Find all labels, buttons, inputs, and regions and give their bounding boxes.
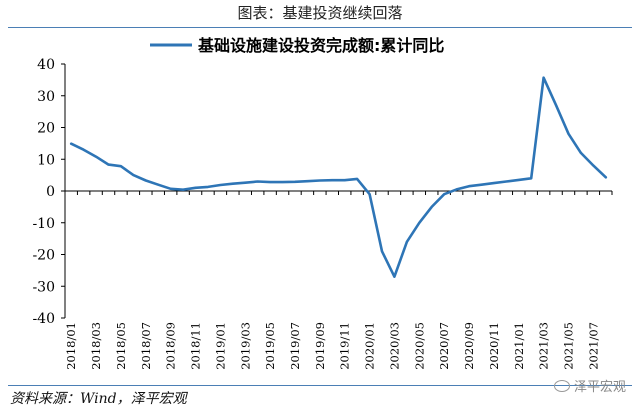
data-point bbox=[318, 179, 321, 182]
data-point bbox=[331, 179, 334, 182]
data-point bbox=[468, 185, 470, 188]
y-tick-label: -40 bbox=[32, 311, 55, 327]
x-tick-label: 2018/11 bbox=[189, 322, 203, 370]
y-tick-label: 10 bbox=[37, 152, 55, 168]
data-point bbox=[592, 164, 595, 167]
data-point bbox=[269, 181, 272, 184]
x-tick-label: 2020/05 bbox=[412, 322, 426, 370]
data-point bbox=[443, 193, 446, 196]
x-tick-label: 2018/03 bbox=[89, 322, 103, 370]
x-tick-label: 2018/05 bbox=[114, 322, 128, 370]
figure-caption: 图表：基建投资继续回落 bbox=[237, 4, 403, 22]
source-note: 资料来源：Wind，泽平宏观 bbox=[10, 391, 187, 407]
x-tick-label: 2018/01 bbox=[64, 322, 78, 370]
x-tick-label: 2019/05 bbox=[263, 322, 277, 370]
y-tick-label: -10 bbox=[32, 216, 55, 232]
data-point bbox=[542, 76, 545, 79]
x-tick-label: 2020/03 bbox=[387, 322, 401, 370]
data-point bbox=[492, 182, 495, 184]
data-point bbox=[393, 275, 396, 278]
caption-rule bbox=[8, 27, 632, 28]
data-point bbox=[144, 179, 147, 182]
source-rule bbox=[8, 385, 632, 386]
data-point bbox=[157, 183, 160, 186]
y-tick-label: 40 bbox=[37, 57, 55, 73]
y-tick-label: 0 bbox=[46, 184, 55, 200]
line-chart: -40 -30 -20 -10 0 10 20 30 40 2018/01 2018/03 2018/… bbox=[32, 36, 613, 370]
y-tick-label: 20 bbox=[37, 121, 55, 137]
x-tick-label: 2020/07 bbox=[437, 322, 451, 370]
x-tick-label: 2018/09 bbox=[164, 322, 178, 370]
data-point bbox=[381, 250, 383, 253]
data-point bbox=[455, 188, 458, 191]
series-line bbox=[69, 76, 608, 278]
data-point bbox=[356, 178, 359, 180]
data-point bbox=[480, 183, 483, 186]
data-point bbox=[244, 181, 247, 184]
data-point bbox=[405, 240, 408, 243]
x-tick-label: 2019/07 bbox=[288, 322, 302, 370]
data-point bbox=[182, 188, 185, 191]
data-point bbox=[231, 182, 234, 185]
x-tick-label: 2020/01 bbox=[363, 322, 377, 370]
data-point bbox=[567, 132, 570, 135]
x-tick-label: 2019/01 bbox=[213, 322, 227, 370]
y-tick-label: -20 bbox=[32, 248, 55, 264]
x-tick-label: 2019/11 bbox=[338, 322, 352, 370]
x-tick-label: 2019/03 bbox=[238, 322, 252, 370]
data-point bbox=[281, 181, 284, 184]
x-tick-label: 2020/09 bbox=[462, 322, 476, 370]
data-point bbox=[194, 186, 197, 189]
x-tick-label: 2021/03 bbox=[537, 322, 551, 370]
data-point bbox=[530, 177, 533, 180]
data-point bbox=[604, 176, 607, 179]
x-tick-label: 2021/01 bbox=[512, 322, 526, 370]
watermark-text: 泽平宏观 bbox=[573, 380, 626, 395]
x-tick-label: 2018/07 bbox=[139, 322, 153, 370]
data-point bbox=[555, 104, 557, 107]
data-point bbox=[169, 187, 172, 190]
y-tick-label: -30 bbox=[32, 279, 55, 295]
data-point bbox=[294, 180, 296, 183]
data-point bbox=[95, 155, 97, 158]
y-tick-label: 30 bbox=[37, 89, 55, 105]
data-point bbox=[256, 180, 259, 183]
x-tick-label: 2021/07 bbox=[586, 322, 600, 370]
data-point bbox=[505, 180, 508, 183]
data-point bbox=[430, 205, 433, 208]
data-point bbox=[418, 221, 421, 224]
data-point bbox=[82, 148, 85, 151]
legend-label: 基础设施建设投资完成额:累计同比 bbox=[197, 36, 444, 55]
watermark: 泽平宏观 bbox=[553, 376, 626, 395]
x-tick-label: 2019/09 bbox=[313, 322, 327, 370]
data-point bbox=[107, 163, 110, 166]
data-point bbox=[219, 184, 222, 186]
data-point bbox=[306, 180, 309, 183]
data-point bbox=[343, 179, 346, 182]
data-point bbox=[70, 142, 73, 145]
data-point bbox=[120, 165, 122, 168]
data-point bbox=[368, 193, 371, 196]
data-point bbox=[517, 178, 520, 181]
data-point bbox=[132, 174, 135, 177]
x-tick-label: 2021/05 bbox=[561, 322, 575, 370]
x-tick-label: 2020/11 bbox=[487, 322, 501, 370]
data-point bbox=[580, 152, 582, 154]
data-point bbox=[207, 185, 209, 188]
wechat-icon bbox=[553, 379, 570, 392]
